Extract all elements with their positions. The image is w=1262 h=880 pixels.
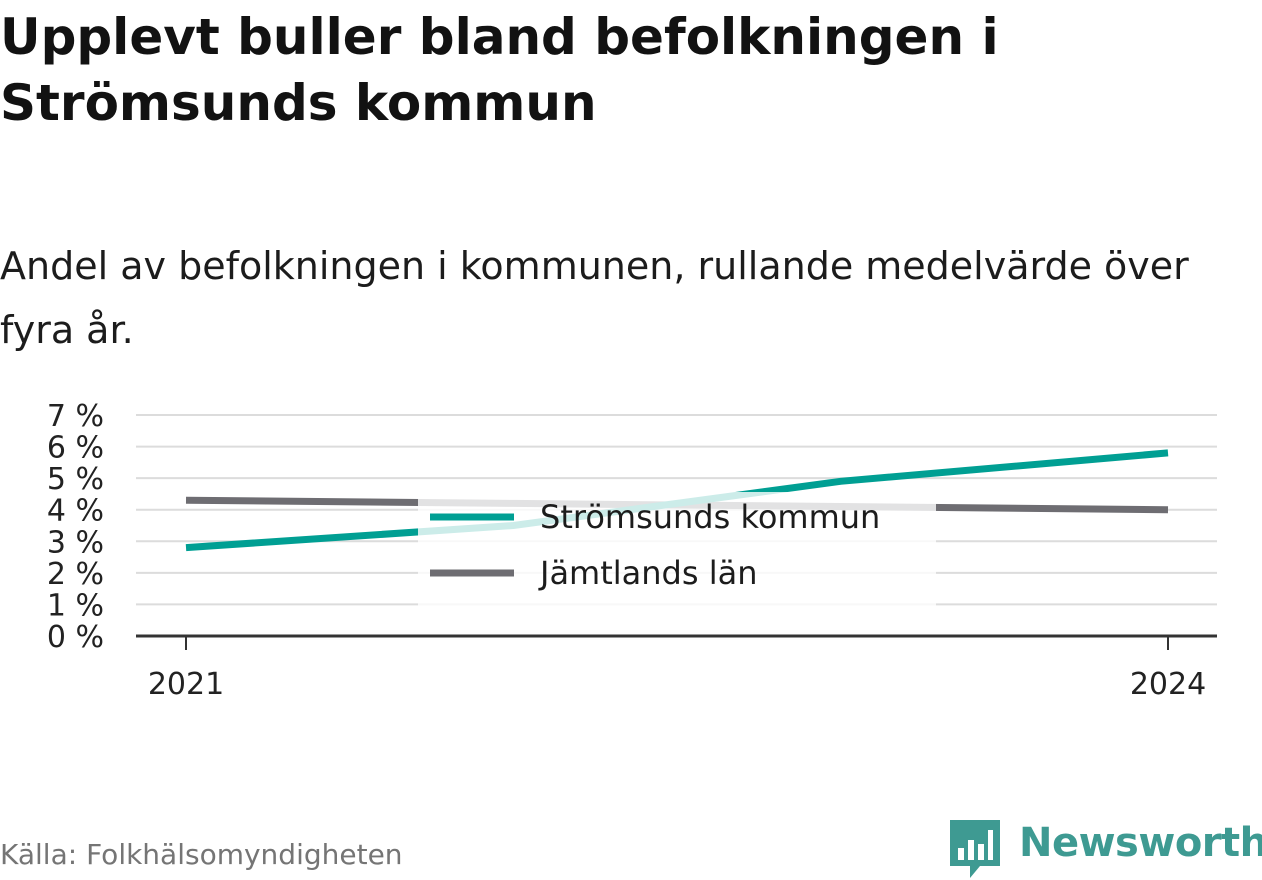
source-note: Källa: Folkhälsomyndigheten xyxy=(0,838,403,871)
y-tick-label: 6 % xyxy=(47,431,104,466)
legend-label: Jämtlands län xyxy=(538,554,757,592)
legend: Strömsunds kommun Jämtlands län xyxy=(418,492,936,606)
y-tick-label: 3 % xyxy=(47,525,104,560)
x-tick-label: 2024 xyxy=(1130,667,1206,702)
y-tick-label: 7 % xyxy=(47,399,104,434)
legend-label: Strömsunds kommun xyxy=(540,498,880,536)
y-axis-tick-labels: 0 %1 %2 %3 %4 %5 %6 %7 % xyxy=(47,399,104,655)
y-tick-label: 2 % xyxy=(47,557,104,592)
x-axis-ticks: 2021 2024 xyxy=(148,636,1206,702)
chart-title: Upplevt buller bland befolkningen i Strö… xyxy=(0,8,999,132)
line-chart: 0 %1 %2 %3 %4 %5 %6 %7 % 2021 2024 Ströms… xyxy=(47,399,1217,702)
y-tick-label: 5 % xyxy=(47,462,104,497)
x-tick-label: 2021 xyxy=(148,667,224,702)
brand-name: Newsworthy xyxy=(1019,820,1262,866)
chart-subtitle: Andel av befolkningen i kommunen, rullan… xyxy=(0,244,1189,352)
y-tick-label: 1 % xyxy=(47,588,104,623)
legend-background xyxy=(418,492,936,606)
newsworthy-logo-icon xyxy=(950,820,1000,878)
y-tick-label: 0 % xyxy=(47,620,104,655)
y-tick-label: 4 % xyxy=(47,494,104,529)
